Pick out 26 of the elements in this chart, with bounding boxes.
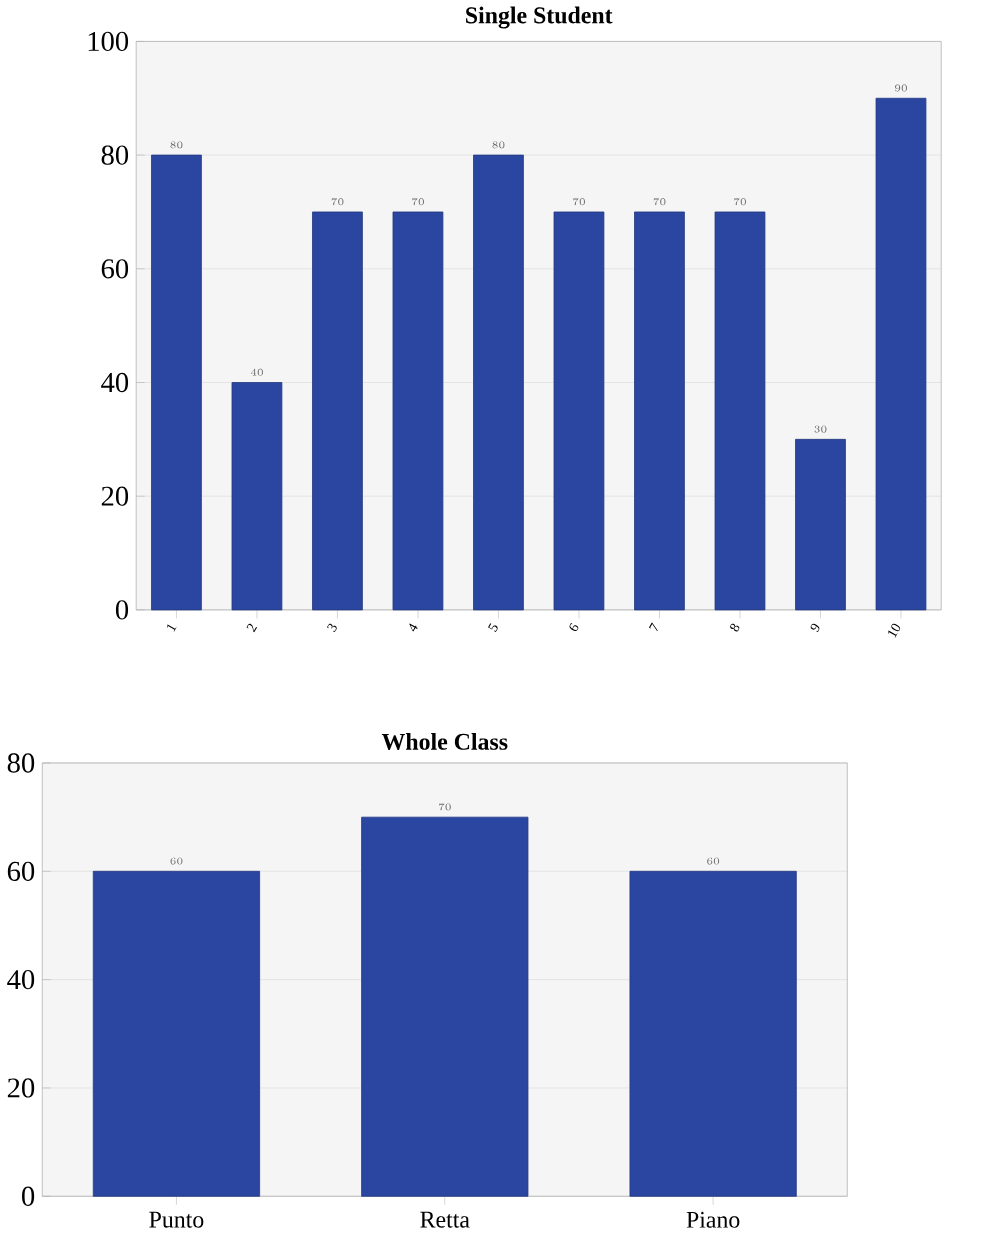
- y-tick-label: 40: [7, 969, 35, 990]
- y-tick-label: 60: [8, 861, 35, 881]
- chart-title: Whole Class: [382, 733, 508, 751]
- y-tick-label: 0: [116, 600, 129, 620]
- y-tick-label: 60: [102, 259, 129, 279]
- bar: [634, 211, 686, 611]
- y-tick-label: 0: [22, 1186, 35, 1206]
- bar: [875, 97, 927, 611]
- y-tick-label: 80: [101, 145, 129, 165]
- bar: [553, 211, 605, 611]
- chart-title: Single Student: [466, 6, 613, 29]
- bar: [714, 211, 766, 611]
- bar: [795, 438, 847, 611]
- bar: [392, 211, 444, 611]
- y-tick-label: 20: [102, 486, 129, 506]
- bar: [312, 211, 364, 611]
- x-tick-label: Piano: [686, 1211, 740, 1228]
- bar: [473, 154, 525, 611]
- y-tick-label: 40: [101, 372, 129, 393]
- bar: [231, 382, 283, 611]
- x-tick-label: Punto: [149, 1211, 204, 1228]
- y-tick-label: 80: [8, 753, 35, 773]
- bar: [151, 154, 203, 611]
- y-tick-label: 20: [8, 1078, 35, 1098]
- y-tick-label: 100: [89, 31, 129, 52]
- x-tick-label: Retta: [420, 1211, 470, 1228]
